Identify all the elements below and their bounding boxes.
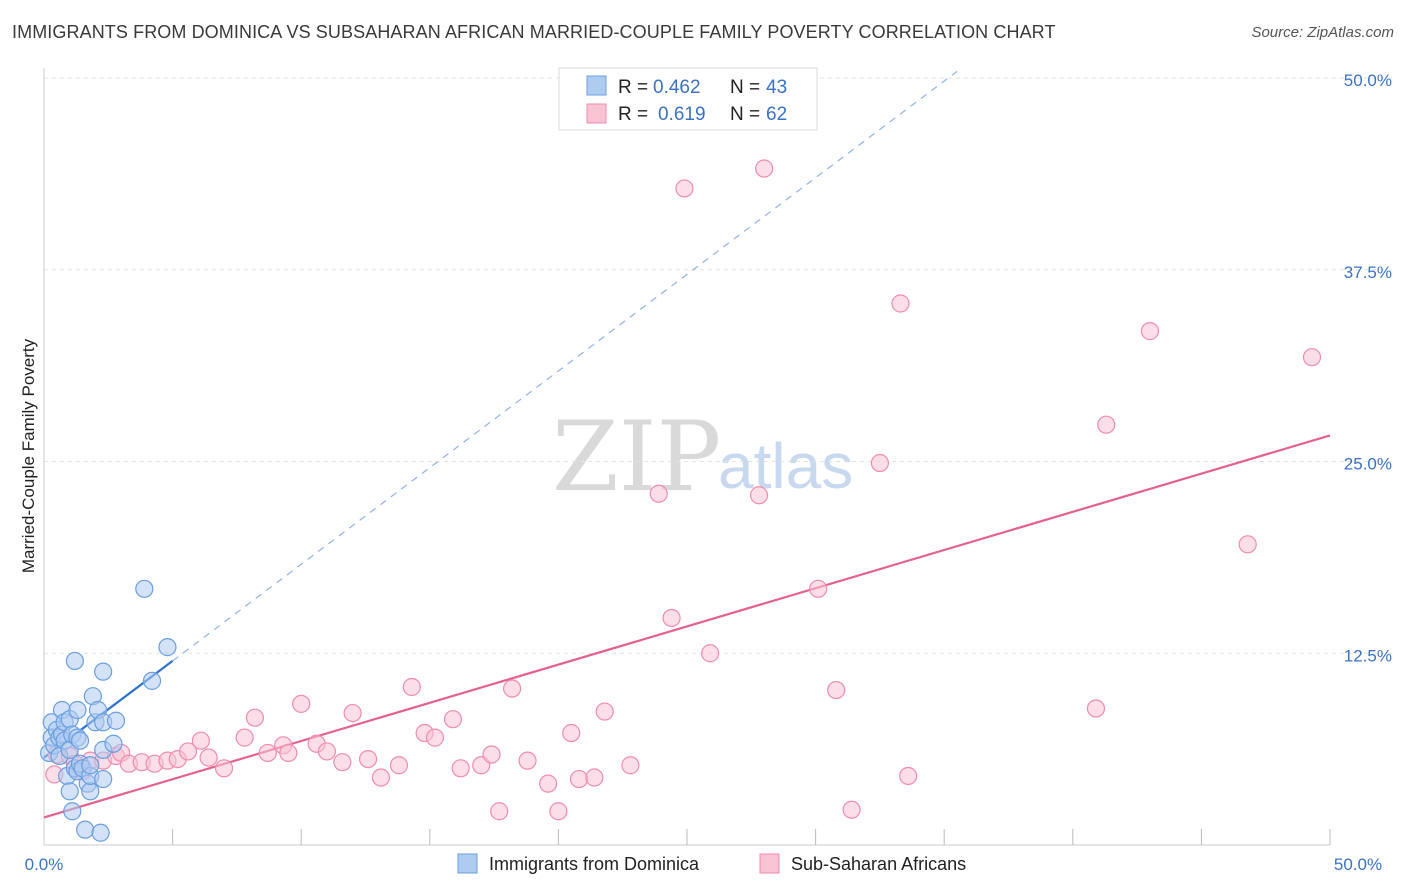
subsaharan-point xyxy=(389,756,409,775)
dominica-point xyxy=(60,782,79,801)
bottom-legend-label-subsaharan: Sub-Saharan Africans xyxy=(791,854,966,874)
subsaharan-point xyxy=(518,751,537,770)
legend-n-value-2: 62 xyxy=(766,104,787,125)
dominica-point xyxy=(91,823,110,842)
y-tick-label: 37.5% xyxy=(1344,263,1392,282)
subsaharan-point xyxy=(569,769,589,789)
subsaharan-point xyxy=(891,294,910,313)
subsaharan-point xyxy=(809,579,828,598)
subsaharan-point xyxy=(662,608,681,628)
legend-n-label-2: N = xyxy=(730,104,760,125)
dominica-point xyxy=(94,769,113,789)
y-axis-label: Married-Couple Family Poverty xyxy=(19,338,38,573)
subsaharan-point xyxy=(1097,415,1116,434)
subsaharan-point xyxy=(842,800,861,819)
subsaharan-point xyxy=(1302,348,1322,367)
subsaharan-point xyxy=(258,743,277,763)
chart-title: IMMIGRANTS FROM DOMINICA VS SUBSAHARAN A… xyxy=(12,22,1056,42)
subsaharan-point xyxy=(701,644,720,663)
subsaharan-point xyxy=(1140,322,1160,341)
subsaharan-point xyxy=(899,766,918,786)
subsaharan-point xyxy=(425,728,445,747)
subsaharan-point xyxy=(490,802,509,821)
dominica-point xyxy=(94,662,113,681)
subsaharan-point xyxy=(199,748,218,767)
y-tick-label: 50.0% xyxy=(1344,71,1392,90)
y-tick-label: 25.0% xyxy=(1344,455,1392,474)
legend-r-label-1: R = xyxy=(618,77,648,98)
legend-n-label-1: N = xyxy=(730,77,760,98)
legend-swatch-subsaharan xyxy=(586,103,607,124)
subsaharan-point xyxy=(649,484,668,503)
subsaharan-point xyxy=(371,768,391,787)
legend-r-label-2: R = xyxy=(618,104,648,125)
bottom-legend-swatch-subsaharan xyxy=(759,853,780,874)
subsaharan-point xyxy=(595,702,614,721)
subsaharan-point xyxy=(870,453,890,473)
subsaharan-point xyxy=(402,677,421,697)
x-tick-marks xyxy=(172,829,1331,845)
trend-line-dominica-extension xyxy=(172,70,958,662)
x-tick-label-min: 0.0% xyxy=(25,855,64,874)
dominica-point xyxy=(81,782,100,801)
dominica-point xyxy=(65,651,84,671)
dominica-point xyxy=(104,734,123,753)
subsaharan-point xyxy=(317,742,337,761)
bottom-legend-swatch-dominica xyxy=(457,853,478,874)
watermark: ZIP atlas xyxy=(552,401,853,513)
subsaharan-point xyxy=(621,756,640,775)
legend-n-value-1: 43 xyxy=(766,77,787,98)
legend-r-value-1: 0.462 xyxy=(653,77,701,98)
subsaharan-point xyxy=(292,694,311,713)
subsaharan-point xyxy=(1086,699,1106,718)
legend-r-value-2: 0.619 xyxy=(658,104,706,125)
subsaharan-point xyxy=(235,728,254,747)
subsaharan-point xyxy=(451,759,470,778)
watermark-atlas: atlas xyxy=(718,430,853,502)
dominica-point xyxy=(70,731,90,750)
subsaharan-point xyxy=(503,679,522,698)
bottom-legend-label-dominica: Immigrants from Dominica xyxy=(489,854,700,874)
subsaharan-point xyxy=(358,749,378,769)
subsaharan-point xyxy=(482,745,501,764)
x-tick-label-max: 50.0% xyxy=(1334,855,1382,874)
subsaharan-point xyxy=(443,710,463,729)
subsaharan-point xyxy=(827,680,846,700)
subsaharan-point xyxy=(191,731,210,750)
series-dominica-points xyxy=(40,579,177,842)
subsaharan-point xyxy=(178,742,198,761)
dominica-point xyxy=(76,820,95,839)
dominica-point xyxy=(135,579,154,598)
subsaharan-point xyxy=(1238,535,1257,554)
subsaharan-point xyxy=(562,723,581,743)
legend-swatch-dominica xyxy=(586,75,607,96)
subsaharan-point xyxy=(279,743,298,763)
dominica-point xyxy=(142,671,162,690)
watermark-zip: ZIP xyxy=(552,401,721,513)
dominica-point xyxy=(106,711,126,730)
subsaharan-point xyxy=(549,802,568,821)
series-legend: Immigrants from Dominica Sub-Saharan Afr… xyxy=(457,853,966,874)
subsaharan-point xyxy=(585,768,604,787)
dominica-point xyxy=(158,638,177,657)
y-tick-labels: 12.5% 25.0% 37.5% 50.0% xyxy=(1344,71,1392,665)
trend-line-subsaharan xyxy=(43,434,1331,819)
subsaharan-point xyxy=(675,179,694,198)
grid-layer xyxy=(44,77,1392,654)
correlation-legend: R = 0.462 N = 43 R = 0.619 N = 62 xyxy=(558,67,818,131)
source-credit: Source: ZipAtlas.com xyxy=(1251,24,1394,41)
subsaharan-point xyxy=(755,159,774,178)
dominica-point xyxy=(63,802,82,821)
subsaharan-point xyxy=(343,703,362,723)
subsaharan-point xyxy=(749,486,769,505)
subsaharan-point xyxy=(245,708,265,727)
subsaharan-point xyxy=(539,774,558,793)
dominica-point xyxy=(68,700,87,720)
subsaharan-point xyxy=(333,753,352,772)
dominica-point xyxy=(81,756,100,775)
subsaharan-point xyxy=(214,759,234,778)
y-tick-label: 12.5% xyxy=(1344,646,1392,665)
